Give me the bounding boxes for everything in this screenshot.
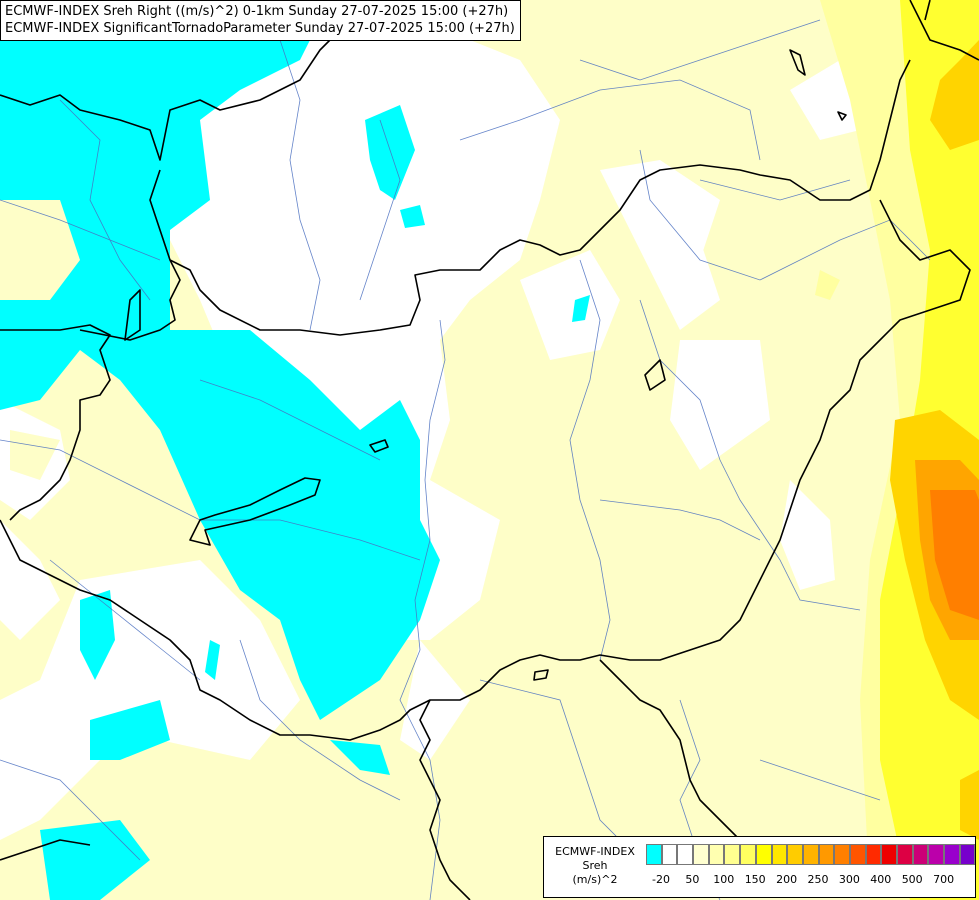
title-line-1: ECMWF-INDEX Sreh Right ((m/s)^2) 0-1km S… bbox=[5, 4, 509, 19]
legend-tick-label: 400 bbox=[870, 873, 892, 886]
legend-swatch bbox=[802, 844, 819, 865]
legend-tick-label: 150 bbox=[744, 873, 766, 886]
legend-swatch bbox=[959, 844, 976, 865]
legend-tick-label: 250 bbox=[807, 873, 829, 886]
legend-swatch bbox=[865, 844, 882, 865]
map-title-box: ECMWF-INDEX Sreh Right ((m/s)^2) 0-1km S… bbox=[0, 0, 521, 41]
legend-ticks: -20 50 100 150 200 250 300 400 500 700 bbox=[646, 873, 976, 889]
legend-swatch bbox=[661, 844, 678, 865]
legend-tick-label: 100 bbox=[713, 873, 735, 886]
legend-swatch bbox=[677, 844, 694, 865]
legend-tick-label: 50 bbox=[685, 873, 700, 886]
legend-swatch bbox=[928, 844, 945, 865]
legend-tick-label: 700 bbox=[933, 873, 955, 886]
legend-tick-label: 200 bbox=[776, 873, 798, 886]
legend-swatch bbox=[834, 844, 850, 865]
title-line-2: ECMWF-INDEX SignificantTornadoParameter … bbox=[5, 21, 515, 36]
legend-swatch bbox=[897, 844, 913, 865]
legend-label-line-3: (m/s)^2 bbox=[572, 873, 618, 886]
legend-swatch bbox=[708, 844, 725, 865]
dark-orange-zones bbox=[930, 490, 979, 620]
legend-swatch bbox=[787, 844, 803, 865]
legend-swatch bbox=[849, 844, 866, 865]
legend-swatch bbox=[755, 844, 772, 865]
legend-swatch bbox=[646, 844, 662, 865]
legend-swatch bbox=[693, 844, 709, 865]
pale-islands bbox=[0, 200, 80, 480]
legend-label-line-2: Sreh bbox=[582, 859, 608, 872]
legend-swatch bbox=[944, 844, 960, 865]
legend-swatches bbox=[646, 844, 976, 865]
legend-swatch bbox=[740, 844, 756, 865]
rivers bbox=[0, 19, 931, 900]
legend-label: ECMWF-INDEX Sreh (m/s)^2 bbox=[548, 845, 642, 887]
legend-swatch bbox=[912, 844, 929, 865]
legend-swatch bbox=[818, 844, 835, 865]
legend-label-line-1: ECMWF-INDEX bbox=[555, 845, 635, 858]
legend-tick-label: -20 bbox=[652, 873, 670, 886]
legend-swatch bbox=[771, 844, 788, 865]
color-legend: ECMWF-INDEX Sreh (m/s)^2 -20 50 100 150 200 2… bbox=[543, 836, 976, 898]
legend-swatch bbox=[881, 844, 897, 865]
legend-tick-label: 300 bbox=[838, 873, 860, 886]
legend-swatch bbox=[724, 844, 741, 865]
legend-tick-label: 500 bbox=[901, 873, 923, 886]
